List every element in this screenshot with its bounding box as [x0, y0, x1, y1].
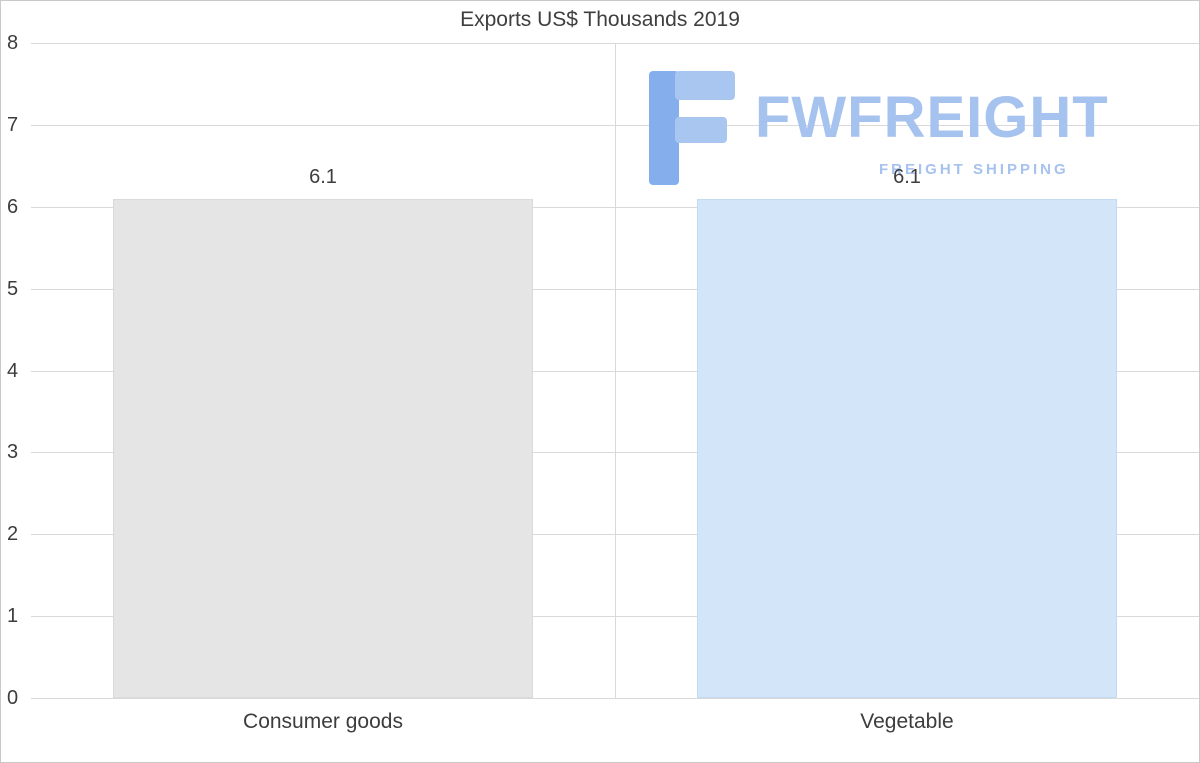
y-tick-label: 8	[7, 32, 19, 54]
bar-value-label: 6.1	[893, 165, 921, 188]
gridline	[31, 698, 1199, 699]
fwfreight-logo-icon	[649, 71, 735, 185]
y-tick-label: 2	[7, 523, 19, 546]
watermark-tagline: FREIGHT SHIPPING	[879, 161, 1069, 178]
y-tick-label: 0	[7, 687, 19, 709]
bar-value-label: 6.1	[309, 165, 337, 188]
y-tick-label: 1	[7, 605, 19, 628]
y-tick-label: 3	[7, 441, 19, 464]
bar-consumer-goods	[113, 198, 533, 698]
y-tick-label: 7	[7, 113, 19, 136]
x-category-label: Vegetable	[860, 710, 954, 733]
plot-area: 6.1 6.1	[31, 43, 1199, 699]
watermark: FWFREIGHT FREIGHT SHIPPING	[649, 69, 1159, 191]
category-divider-gridline	[615, 43, 616, 698]
y-tick-label: 5	[7, 277, 19, 300]
watermark-brand: FWFREIGHT	[755, 85, 1109, 150]
y-tick-label: 4	[7, 359, 19, 382]
bar-vegetable	[697, 198, 1117, 698]
chart-title: Exports US$ Thousands 2019	[460, 8, 740, 31]
y-tick-label: 6	[7, 195, 19, 218]
x-category-label: Consumer goods	[243, 710, 403, 733]
